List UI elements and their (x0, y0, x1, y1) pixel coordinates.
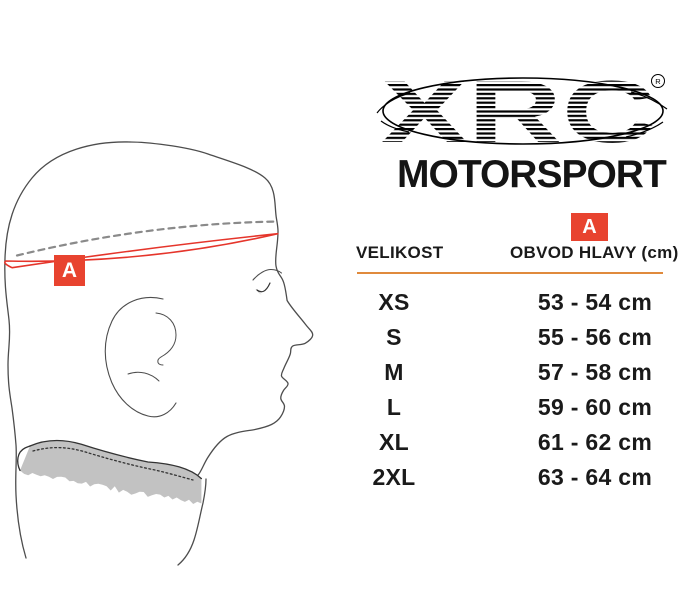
svg-text:XRC: XRC (381, 62, 656, 161)
svg-text:R: R (655, 77, 661, 86)
